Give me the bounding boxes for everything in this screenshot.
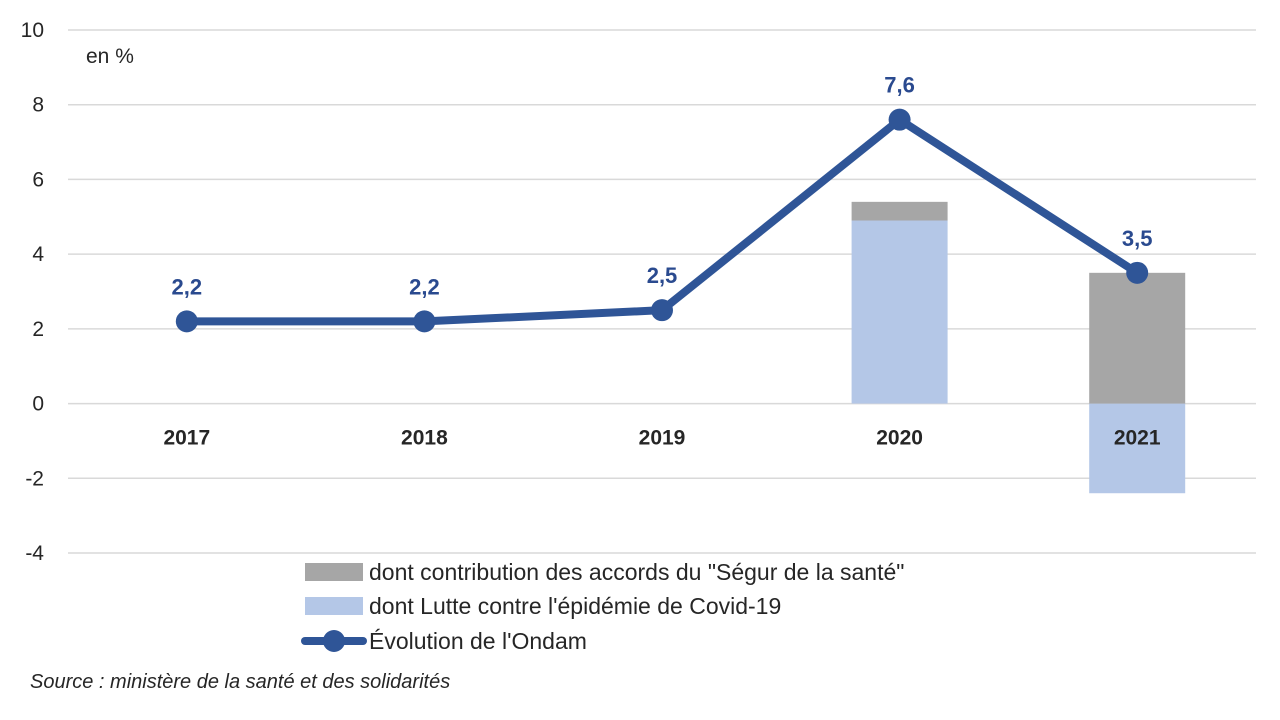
y-tick-label: 0 (32, 393, 44, 416)
ondam-point-2019 (651, 299, 673, 322)
legend-swatch-marker (323, 630, 345, 652)
bars (851, 201, 1186, 494)
bar-segur-2020 (851, 201, 948, 221)
ondam-point-2020 (888, 108, 911, 131)
x-category-label: 2017 (163, 427, 210, 450)
legend-swatch-segur (305, 563, 363, 581)
legend: dont contribution des accords du "Ségur … (301, 559, 904, 654)
bar-segur-2021 (1089, 272, 1186, 404)
legend-label-ondam: Évolution de l'Ondam (369, 628, 587, 654)
x-category-label: 2018 (401, 427, 448, 450)
bar-covid-2020 (851, 220, 948, 404)
ondam-data-label: 3,5 (1122, 226, 1153, 251)
unit-label: en % (86, 45, 134, 68)
bar-covid-2021 (1089, 403, 1186, 494)
legend-label-covid: dont Lutte contre l'épidémie de Covid-19 (369, 593, 781, 619)
x-category-label: 2021 (1114, 427, 1161, 450)
y-tick-label: 4 (32, 243, 44, 266)
source-note: Source : ministère de la santé et des so… (30, 671, 450, 693)
ondam-line (182, 115, 1142, 326)
ondam-data-label: 7,6 (884, 73, 915, 98)
y-axis-ticks: 10 8 6 4 2 0 -2 -4 (21, 19, 45, 565)
legend-swatch-covid (305, 597, 363, 615)
x-category-label: 2020 (876, 427, 923, 450)
ondam-point-2018 (413, 310, 436, 333)
gridlines (68, 29, 1256, 554)
x-axis-categories: 2017 2018 2019 2020 2021 (163, 427, 1160, 450)
ondam-data-label: 2,2 (172, 274, 203, 299)
ondam-point-2021 (1126, 261, 1149, 284)
y-tick-label: -2 (25, 467, 44, 490)
y-tick-label: 2 (32, 318, 44, 341)
ondam-point-2017 (175, 310, 198, 333)
ondam-line-series: 2,2 2,2 2,5 7,6 3,5 (172, 73, 1153, 333)
legend-label-segur: dont contribution des accords du "Ségur … (369, 559, 904, 585)
y-tick-label: 8 (32, 94, 44, 117)
y-tick-label: -4 (25, 542, 44, 565)
ondam-data-label: 2,2 (409, 274, 440, 299)
y-tick-label: 10 (21, 19, 44, 42)
ondam-data-label: 2,5 (647, 263, 678, 288)
y-tick-label: 6 (32, 168, 44, 191)
x-category-label: 2019 (639, 427, 686, 450)
